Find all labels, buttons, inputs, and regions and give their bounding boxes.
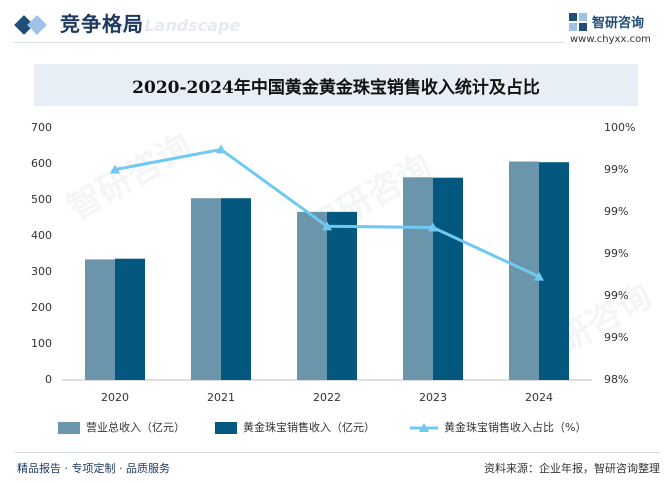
header-divider [14,42,564,43]
y-left-tick-label: 0 [45,373,52,386]
y-right-tick-label: 98% [604,373,628,386]
y-right-tick-label: 99% [604,247,628,260]
y-left-tick-label: 700 [31,121,52,134]
bar-revenue [297,211,327,380]
bar-gold-sales [221,198,251,380]
bar-revenue [85,259,115,380]
y-left-tick-label: 600 [31,157,52,170]
x-tick-label: 2023 [419,391,447,404]
x-tick-label: 2020 [101,391,129,404]
footer: 精品报告 · 专项定制 · 品质服务 资料来源：企业年报，智研咨询整理 [0,452,670,483]
x-tick-label: 2021 [207,391,235,404]
legend-label: 黄金珠宝销售收入（亿元） [243,420,375,434]
logo-name: 智研咨询 [592,16,645,31]
bar-gold-sales [433,177,463,380]
ratio-point [216,144,226,154]
y-left-tick-label: 400 [31,229,52,242]
legend-label: 营业总收入（亿元） [86,420,185,434]
ratio-point [110,164,120,174]
legend-marker [419,423,429,432]
ratio-point [322,221,332,231]
ratio-point [428,222,438,232]
y-right-tick-label: 99% [604,205,628,218]
y-right-tick-label: 99% [604,163,628,176]
footer-slogan: 精品报告 · 专项定制 · 品质服务 [17,462,170,475]
section-title: 竞争格局 [60,12,144,36]
bar-revenue [403,177,433,380]
y-left-tick-label: 200 [31,301,52,314]
legend-label: 黄金珠宝销售收入占比（%） [444,420,586,434]
y-right-tick-label: 99% [604,289,628,302]
chart-title: 2020-2024年中国黄金黄金珠宝销售收入统计及占比 [132,78,540,98]
y-right-tick-label: 100% [604,121,635,134]
footer-divider [14,452,660,453]
bar-gold-sales [539,162,569,380]
y-left-tick-label: 300 [31,265,52,278]
legend-swatch [58,422,80,434]
bar-gold-sales [327,211,357,380]
ratio-point [534,271,544,281]
source-note: 资料来源：企业年报，智研咨询整理 [484,462,660,475]
y-right-tick-label: 99% [604,331,628,344]
bar-revenue [191,198,221,380]
x-tick-label: 2024 [525,391,553,404]
header: ive Landscape 竞争格局 智研咨询 www.chyxx.com [0,0,670,50]
legend-swatch [215,422,237,434]
y-left-tick-label: 500 [31,193,52,206]
logo-icon [569,13,587,31]
chart-title-bar: 2020-2024年中国黄金黄金珠宝销售收入统计及占比 [34,64,638,106]
section-subtitle: ive Landscape [112,16,241,35]
brand-logo: 智研咨询 www.chyxx.com [568,12,668,48]
logo-url: www.chyxx.com [570,34,651,45]
bar-gold-sales [115,258,145,380]
x-tick-label: 2022 [313,391,341,404]
y-left-tick-label: 100 [31,337,52,350]
